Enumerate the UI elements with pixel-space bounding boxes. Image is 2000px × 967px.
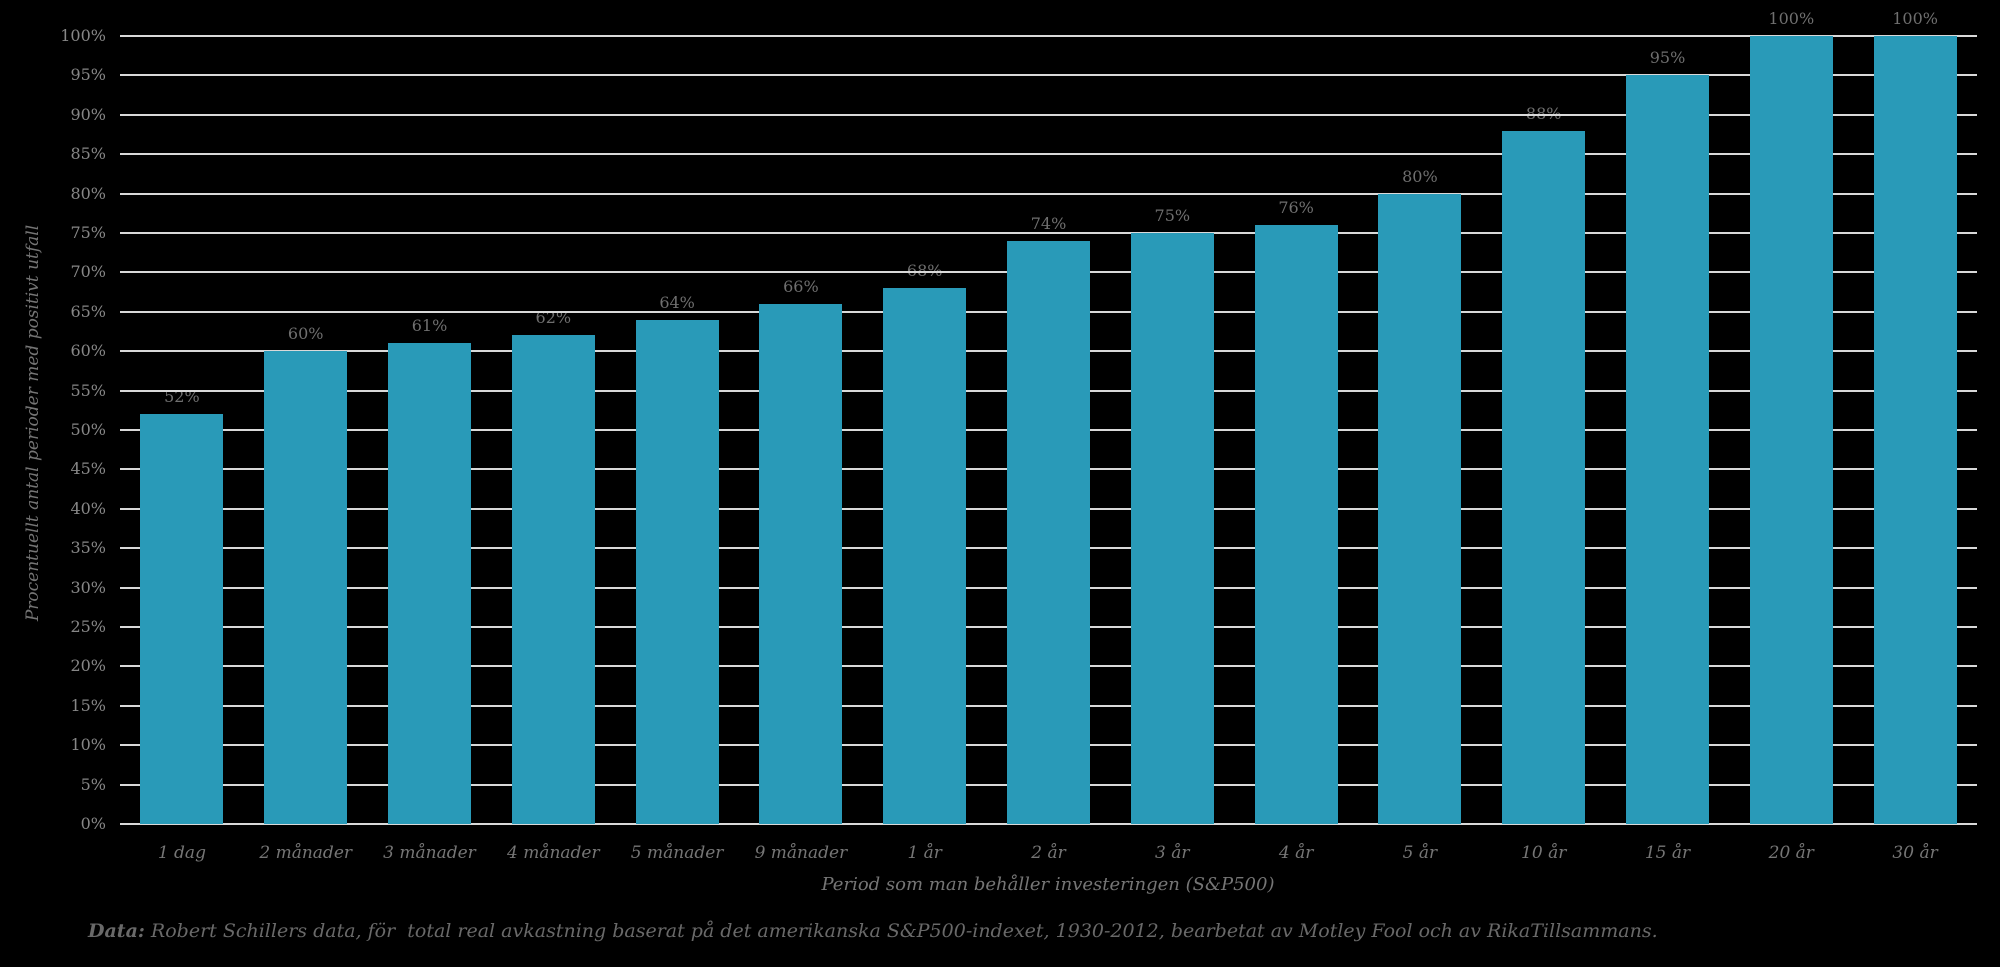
- bar: [1502, 130, 1586, 824]
- source-note-prefix: Data:: [88, 920, 145, 942]
- y-tick-label: 100%: [60, 26, 106, 45]
- bar-value-label: 62%: [535, 308, 572, 328]
- bar-value-label: 95%: [1649, 48, 1686, 68]
- y-tick-label: 55%: [70, 380, 106, 400]
- gridline: [120, 35, 1977, 37]
- x-category-label: 2 år: [1031, 843, 1066, 863]
- y-tick-label: 35%: [70, 538, 106, 558]
- bar-value-label: 64%: [659, 292, 695, 312]
- gridline: [120, 232, 1977, 234]
- y-tick-label: 65%: [70, 301, 106, 321]
- x-category-label: 4 månader: [506, 843, 600, 863]
- y-tick-label: 75%: [70, 223, 106, 242]
- y-tick-label: 80%: [70, 183, 106, 203]
- bar-value-label: 60%: [287, 324, 324, 344]
- bar: [1626, 75, 1709, 824]
- bar-value-label: 68%: [875, 261, 975, 281]
- y-tick-label: 0%: [80, 814, 106, 833]
- x-category-label: 1 år: [907, 843, 942, 863]
- gridline: [120, 192, 1977, 195]
- x-category-label: 9 månader: [754, 843, 848, 863]
- y-tick-label: 20%: [70, 656, 106, 676]
- y-tick-label: 40%: [70, 498, 106, 518]
- gridline: [120, 823, 1977, 825]
- bar-value-label: 80%: [1402, 166, 1438, 186]
- bar-value-label: 75%: [1154, 206, 1191, 225]
- x-category-label: 10 år: [1521, 843, 1567, 863]
- gridline: [120, 74, 1977, 77]
- y-tick-label: 5%: [80, 774, 106, 794]
- x-category-label: 3 år: [1155, 843, 1190, 863]
- bar: [883, 288, 967, 824]
- bar-value-label: 100%: [1768, 9, 1815, 28]
- bar: [1873, 36, 1957, 824]
- y-axis-title: Procentuellt antal perioder med positivt…: [23, 224, 43, 622]
- bar: [1254, 225, 1338, 824]
- x-category-label: 1 dag: [157, 843, 206, 863]
- x-category-label: 3 månader: [383, 843, 476, 863]
- bar-value-label: 61%: [411, 316, 448, 336]
- gridline: [120, 113, 1977, 116]
- bar: [759, 303, 843, 824]
- y-tick-label: 30%: [70, 577, 106, 597]
- source-note-text: Robert Schillers data, för total real av…: [144, 920, 1658, 942]
- bar-value-label: 88%: [1494, 104, 1594, 124]
- x-category-label: 5 månader: [630, 843, 724, 863]
- x-category-label: 15 år: [1644, 843, 1691, 863]
- gridline: [120, 153, 1977, 156]
- bar-value-label: 66%: [783, 276, 819, 296]
- y-tick-label: 10%: [70, 735, 106, 755]
- bar-value-label: 74%: [1030, 213, 1067, 233]
- x-category-label: 4 år: [1278, 843, 1314, 863]
- x-category-label: 20 år: [1768, 843, 1814, 863]
- bar: [635, 319, 719, 824]
- y-tick-label: 25%: [70, 617, 106, 636]
- source-note: Data: Robert Schillers data, för total r…: [88, 920, 1658, 942]
- bar-value-label: 52%: [164, 387, 200, 407]
- bar-value-label: 76%: [1278, 198, 1314, 218]
- bar: [1378, 193, 1462, 824]
- y-tick-label: 70%: [70, 262, 106, 282]
- y-tick-label: 95%: [70, 65, 106, 85]
- bar: [1130, 233, 1214, 824]
- bar: [1007, 240, 1090, 824]
- y-tick-label: 15%: [70, 695, 106, 715]
- y-tick-label: 60%: [70, 341, 106, 361]
- y-tick-label: 45%: [70, 459, 106, 479]
- bar-value-label: 100%: [1892, 9, 1938, 28]
- x-axis-title: Period som man behåller investeringen (S…: [821, 874, 1275, 895]
- bar: [511, 335, 595, 824]
- y-tick-label: 50%: [70, 420, 106, 439]
- y-tick-label: 85%: [70, 144, 106, 164]
- bar: [1749, 36, 1833, 824]
- x-category-label: 2 månader: [259, 843, 353, 863]
- bar: [388, 343, 471, 824]
- bar: [264, 351, 348, 824]
- y-tick-label: 90%: [70, 104, 106, 124]
- x-category-label: 5 år: [1402, 843, 1438, 863]
- bar: [140, 414, 224, 824]
- x-category-label: 30 år: [1892, 843, 1938, 863]
